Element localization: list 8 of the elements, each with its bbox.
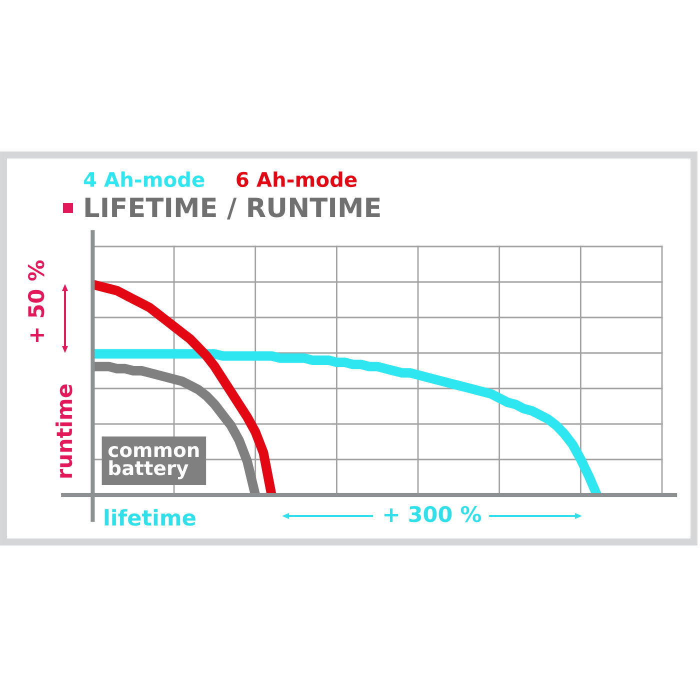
chart-title: LIFETIME / RUNTIME [85, 198, 380, 220]
text: + 300 % [384, 506, 482, 522]
x-axis-title: lifetime [104, 509, 196, 526]
y-axis-title: runtime [56, 384, 72, 478]
text: 6 Ah-mode [236, 172, 357, 188]
series-label: common battery [108, 446, 199, 480]
text: + 50 % [28, 260, 44, 342]
text: 4 Ah-mode [84, 172, 204, 188]
